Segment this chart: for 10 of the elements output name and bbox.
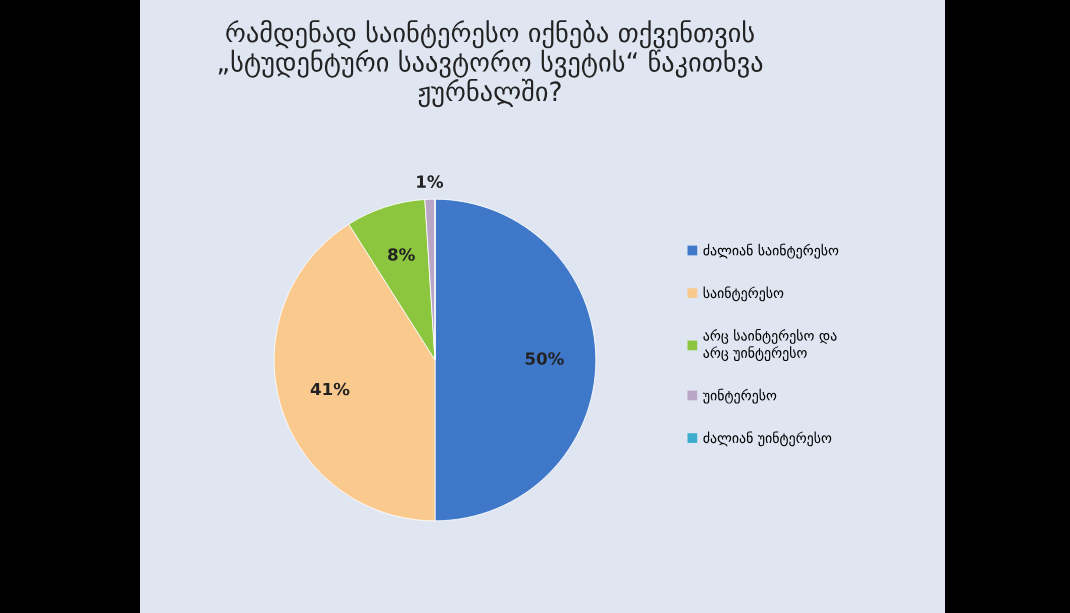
data-label: 8% [388, 248, 415, 261]
chart-title: რამდენად საინტერესო იქნება თქვენთვის „სტუდენტური საავტორო სვეტის“ წაკითხვა ჟურნალში? [218, 20, 763, 108]
data-label: 1% [417, 175, 444, 188]
data-label: 41% [310, 382, 350, 396]
legend-label: არც საინტერესო და არც უინტერესო [703, 329, 837, 361]
legend-label: ძალიან უინტერესო [703, 431, 832, 447]
legend-label: ძალიან საინტერესო [703, 243, 839, 259]
legend-label: უინტერესო [702, 388, 777, 404]
legend-label: საინტერესო [703, 286, 784, 302]
data-label: 50% [525, 352, 564, 365]
